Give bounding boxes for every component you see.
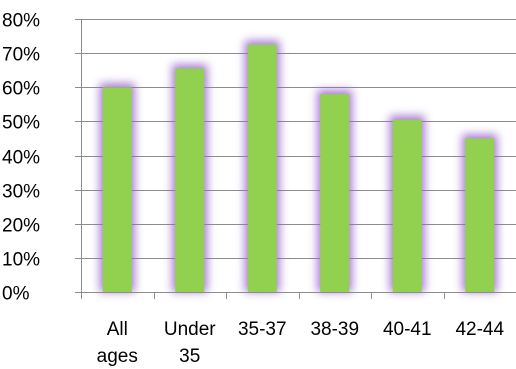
x-tick-label: ages [97, 346, 138, 367]
bar [320, 94, 350, 292]
labels: 0% 10% 20% 30% 40% 50% 60% 70% 80% All ages Under 35… [2, 11, 504, 368]
bar [392, 119, 422, 292]
y-tick-label: 0% [2, 284, 30, 305]
bars [99, 40, 498, 292]
y-tick-label: 40% [2, 148, 40, 169]
x-tick-label: 35 [179, 346, 200, 367]
x-tick-label: All [107, 319, 128, 340]
bar [102, 87, 132, 292]
x-tick-label: 35-37 [238, 319, 287, 340]
bar [175, 68, 205, 292]
axes [75, 19, 516, 299]
y-tick-label: 50% [2, 113, 40, 134]
bar [247, 44, 277, 292]
y-tick-label: 60% [2, 79, 40, 100]
y-tick-label: 80% [2, 11, 40, 32]
x-tick-label: Under [164, 319, 216, 340]
bar [465, 138, 495, 292]
y-tick-label: 70% [2, 45, 40, 66]
x-tick-label: 40-41 [383, 319, 432, 340]
y-tick-label: 10% [2, 250, 40, 271]
y-tick-label: 20% [2, 216, 40, 237]
x-tick-label: 42-44 [455, 319, 504, 340]
x-tick-label: 38-39 [310, 319, 359, 340]
gridlines [81, 19, 516, 259]
y-tick-label: 30% [2, 182, 40, 203]
